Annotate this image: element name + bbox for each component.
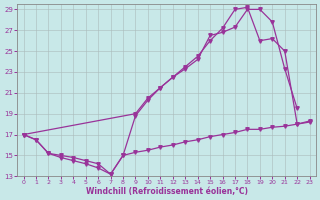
X-axis label: Windchill (Refroidissement éolien,°C): Windchill (Refroidissement éolien,°C): [85, 187, 248, 196]
